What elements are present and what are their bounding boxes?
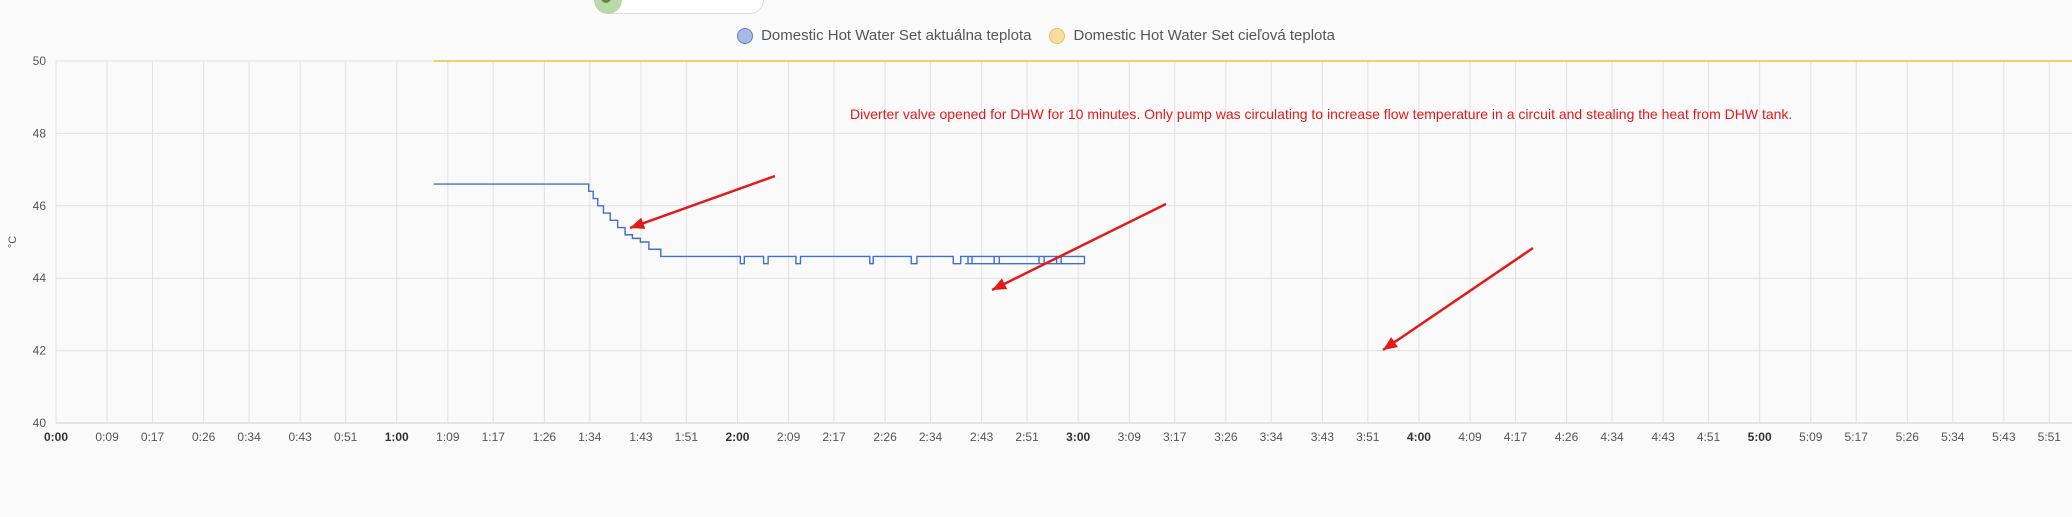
x-tick-label: 3:51 bbox=[1356, 430, 1380, 444]
x-tick-label: 5:09 bbox=[1799, 430, 1823, 444]
x-tick-label: 5:51 bbox=[2038, 430, 2062, 444]
x-tick-label: 0:17 bbox=[141, 430, 165, 444]
chart-annotation: Diverter valve opened for DHW for 10 min… bbox=[850, 106, 1793, 122]
legend-label-target: Domestic Hot Water Set cieľová teplota bbox=[1073, 27, 1335, 44]
x-tick-label: 0:34 bbox=[237, 430, 261, 444]
legend-item-target[interactable]: Domestic Hot Water Set cieľová teplota bbox=[1049, 27, 1335, 44]
x-tick-label: 3:43 bbox=[1311, 430, 1335, 444]
legend-swatch-target bbox=[1049, 27, 1066, 44]
x-tick-label: 4:26 bbox=[1555, 430, 1579, 444]
legend-label-actual: Domestic Hot Water Set aktuálna teplota bbox=[761, 27, 1032, 44]
annotation-arrow-head bbox=[1383, 337, 1398, 350]
x-tick-label: 5:00 bbox=[1748, 430, 1772, 444]
chart-legend: Domestic Hot Water Set aktuálna teplota … bbox=[0, 27, 2072, 44]
y-tick-label: 42 bbox=[33, 344, 47, 358]
x-tick-label: 3:26 bbox=[1214, 430, 1238, 444]
x-tick-label: 4:09 bbox=[1458, 430, 1482, 444]
x-tick-label: 3:17 bbox=[1163, 430, 1187, 444]
series-line-actual bbox=[433, 183, 1086, 265]
x-tick-label: 0:51 bbox=[334, 430, 358, 444]
x-tick-label: 4:17 bbox=[1504, 430, 1528, 444]
x-tick-label: 2:26 bbox=[873, 430, 897, 444]
y-tick-label: 48 bbox=[33, 126, 47, 140]
x-tick-label: 5:34 bbox=[1941, 430, 1965, 444]
y-tick-label: 46 bbox=[33, 199, 47, 213]
y-tick-label: 44 bbox=[33, 271, 47, 285]
x-tick-label: 1:09 bbox=[436, 430, 460, 444]
x-tick-label: 1:00 bbox=[385, 430, 409, 444]
annotation-arrow bbox=[1382, 246, 1534, 352]
x-tick-label: 1:34 bbox=[578, 430, 602, 444]
toggle-knob[interactable] bbox=[594, 0, 622, 14]
x-tick-label: 1:26 bbox=[533, 430, 557, 444]
annotation-arrow bbox=[629, 174, 776, 230]
legend-item-actual[interactable]: Domestic Hot Water Set aktuálna teplota bbox=[737, 27, 1031, 44]
annotation-arrow-head bbox=[630, 217, 646, 229]
x-tick-label: 0:26 bbox=[192, 430, 216, 444]
x-tick-label: 2:09 bbox=[777, 430, 801, 444]
x-tick-label: 3:09 bbox=[1118, 430, 1142, 444]
x-tick-label: 2:17 bbox=[822, 430, 846, 444]
x-tick-label: 2:43 bbox=[970, 430, 994, 444]
x-tick-label: 4:34 bbox=[1600, 430, 1624, 444]
x-tick-label: 4:00 bbox=[1407, 430, 1431, 444]
x-tick-label: 5:26 bbox=[1896, 430, 1920, 444]
x-tick-label: 1:17 bbox=[482, 430, 506, 444]
y-tick-label: 50 bbox=[33, 54, 47, 68]
x-tick-label: 3:00 bbox=[1066, 430, 1090, 444]
x-tick-label: 4:51 bbox=[1697, 430, 1721, 444]
x-tick-label: 4:43 bbox=[1651, 430, 1675, 444]
x-tick-label: 5:43 bbox=[1992, 430, 2016, 444]
x-tick-label: 0:09 bbox=[95, 430, 119, 444]
y-tick-label: 40 bbox=[33, 416, 47, 430]
y-axis-label: °C bbox=[7, 236, 19, 248]
x-tick-label: 2:51 bbox=[1015, 430, 1039, 444]
toggle-switch[interactable] bbox=[594, 0, 764, 14]
x-tick-label: 1:51 bbox=[675, 430, 699, 444]
annotation-arrow-head bbox=[992, 278, 1008, 290]
x-tick-label: 1:43 bbox=[629, 430, 653, 444]
annotation-arrow bbox=[991, 202, 1167, 292]
x-tick-label: 3:34 bbox=[1260, 430, 1284, 444]
x-tick-label: 0:00 bbox=[44, 430, 68, 444]
x-tick-label: 2:00 bbox=[725, 430, 749, 444]
x-tick-label: 2:34 bbox=[919, 430, 943, 444]
legend-swatch-actual bbox=[737, 27, 754, 44]
x-tick-label: 0:43 bbox=[289, 430, 313, 444]
x-tick-label: 5:17 bbox=[1845, 430, 1869, 444]
